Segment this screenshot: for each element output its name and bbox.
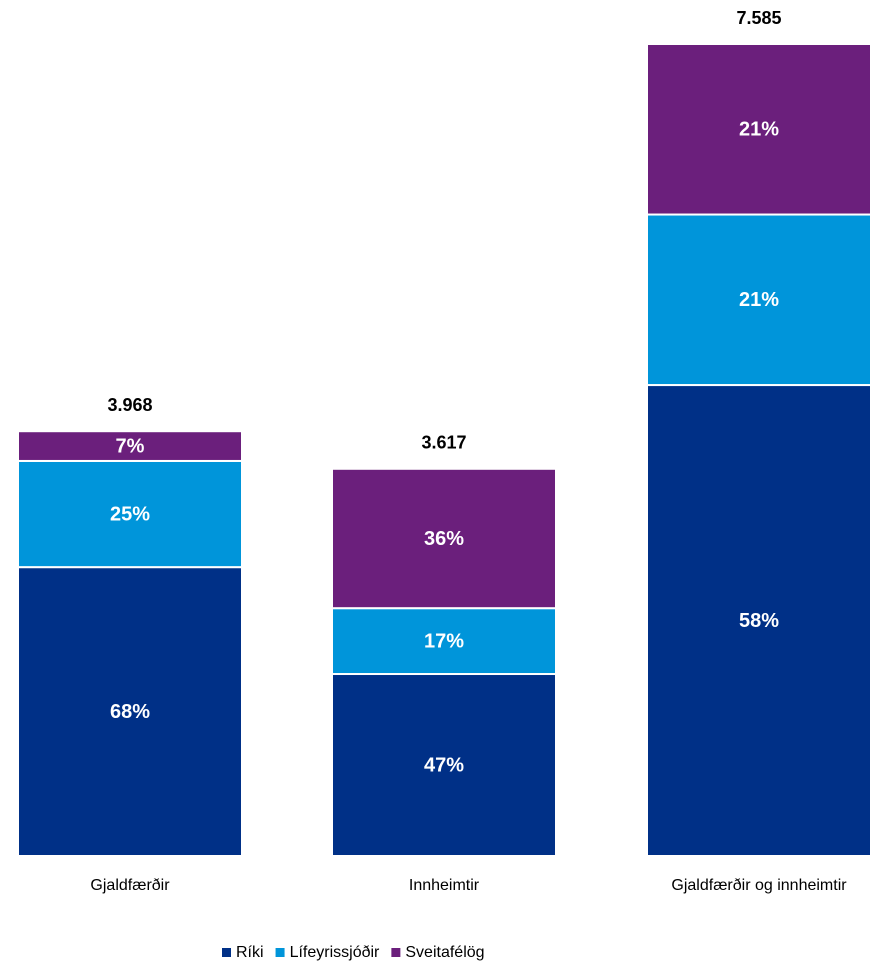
bar-segment <box>17 430 243 462</box>
bar-segment <box>17 566 243 857</box>
total-label: 7.585 <box>736 8 781 28</box>
segment-label: 25% <box>110 503 150 525</box>
segment-label: 21% <box>739 119 779 141</box>
bar-segment <box>331 673 557 858</box>
category-label: Gjaldfærðir og innheimtir <box>671 877 847 894</box>
legend: Ríki Lífeyrissjóðir Sveitafélög <box>222 944 485 961</box>
legend-label: Lífeyrissjóðir <box>290 944 380 961</box>
segment-label: 58% <box>739 610 779 632</box>
legend-swatch <box>222 948 231 957</box>
legend-label: Sveitafélög <box>405 944 484 961</box>
segment-label: 17% <box>424 630 464 652</box>
category-label: Innheimtir <box>409 877 480 894</box>
total-label: 3.968 <box>107 395 152 415</box>
bar-segment <box>646 213 872 387</box>
bar-segment <box>331 467 557 610</box>
bar-segment <box>331 607 557 676</box>
segment-label: 7% <box>116 435 145 457</box>
segment-label: 36% <box>424 528 464 550</box>
total-label: 3.617 <box>421 433 466 453</box>
bar-segment <box>17 459 243 569</box>
legend-swatch <box>275 948 285 957</box>
segment-label: 47% <box>424 754 464 776</box>
category-label: Gjaldfærðir <box>90 877 170 894</box>
segment-label: 21% <box>739 289 779 311</box>
legend-swatch <box>391 948 401 957</box>
bar-segment <box>646 43 872 216</box>
bar-segment <box>646 384 872 857</box>
legend-label: Ríki <box>236 944 264 961</box>
segment-label: 68% <box>110 701 150 723</box>
